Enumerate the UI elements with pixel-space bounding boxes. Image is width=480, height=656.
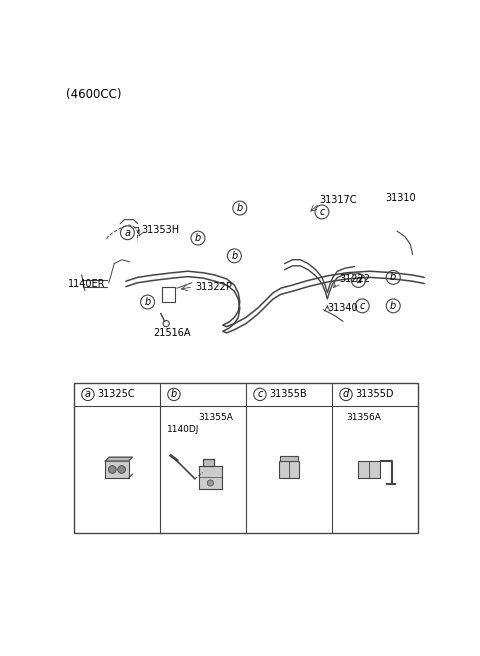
Text: 1140DJ: 1140DJ xyxy=(167,424,199,434)
Text: 31355D: 31355D xyxy=(355,390,394,400)
Polygon shape xyxy=(203,459,214,466)
Text: 31317C: 31317C xyxy=(320,195,357,205)
Text: 21516A: 21516A xyxy=(153,328,191,338)
Text: c: c xyxy=(319,207,324,217)
Polygon shape xyxy=(280,457,298,461)
Text: b: b xyxy=(195,233,201,243)
Text: (4600CC): (4600CC) xyxy=(66,88,122,101)
Text: 31310: 31310 xyxy=(385,193,416,203)
Circle shape xyxy=(118,466,125,474)
Text: 31322P: 31322P xyxy=(196,281,232,292)
Text: b: b xyxy=(171,390,177,400)
Circle shape xyxy=(108,466,116,474)
Text: 31353H: 31353H xyxy=(142,226,180,236)
Bar xyxy=(105,461,129,478)
Bar xyxy=(162,287,176,302)
Bar xyxy=(279,461,299,478)
Text: 31340: 31340 xyxy=(327,303,358,313)
Bar xyxy=(358,461,380,478)
Text: b: b xyxy=(390,272,396,282)
Text: a: a xyxy=(124,228,131,237)
Text: b: b xyxy=(237,203,243,213)
Text: 1140ER: 1140ER xyxy=(68,279,105,289)
Circle shape xyxy=(207,480,214,486)
Text: b: b xyxy=(231,251,238,261)
Bar xyxy=(74,383,418,533)
Text: 31356A: 31356A xyxy=(346,413,381,422)
Text: 31355B: 31355B xyxy=(269,390,307,400)
Text: 31222: 31222 xyxy=(339,274,370,284)
Text: b: b xyxy=(144,297,151,307)
Text: d: d xyxy=(343,390,349,400)
Text: 31355A: 31355A xyxy=(199,413,234,422)
Text: 31325C: 31325C xyxy=(97,390,135,400)
Text: c: c xyxy=(257,390,263,400)
Polygon shape xyxy=(105,457,132,461)
Text: c: c xyxy=(360,301,365,311)
Text: d: d xyxy=(355,276,361,285)
Text: a: a xyxy=(85,390,91,400)
Bar xyxy=(199,466,222,489)
Text: b: b xyxy=(390,301,396,311)
